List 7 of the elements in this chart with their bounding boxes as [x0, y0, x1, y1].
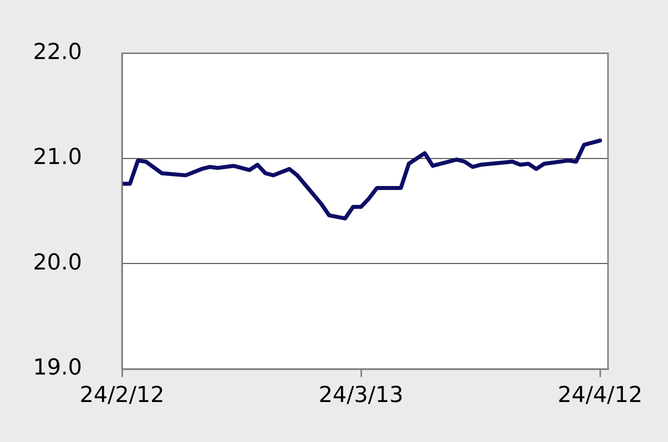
x-tick-label: 24/4/12: [558, 382, 642, 408]
y-tick-label: 20.0: [33, 250, 82, 276]
y-tick-label: 21.0: [33, 145, 82, 170]
x-tick-label: 24/3/13: [318, 382, 404, 408]
y-tick-label: 22.0: [33, 40, 82, 65]
x-tick-label: 24/2/12: [80, 382, 164, 408]
y-tick-label: 19.0: [33, 356, 82, 381]
